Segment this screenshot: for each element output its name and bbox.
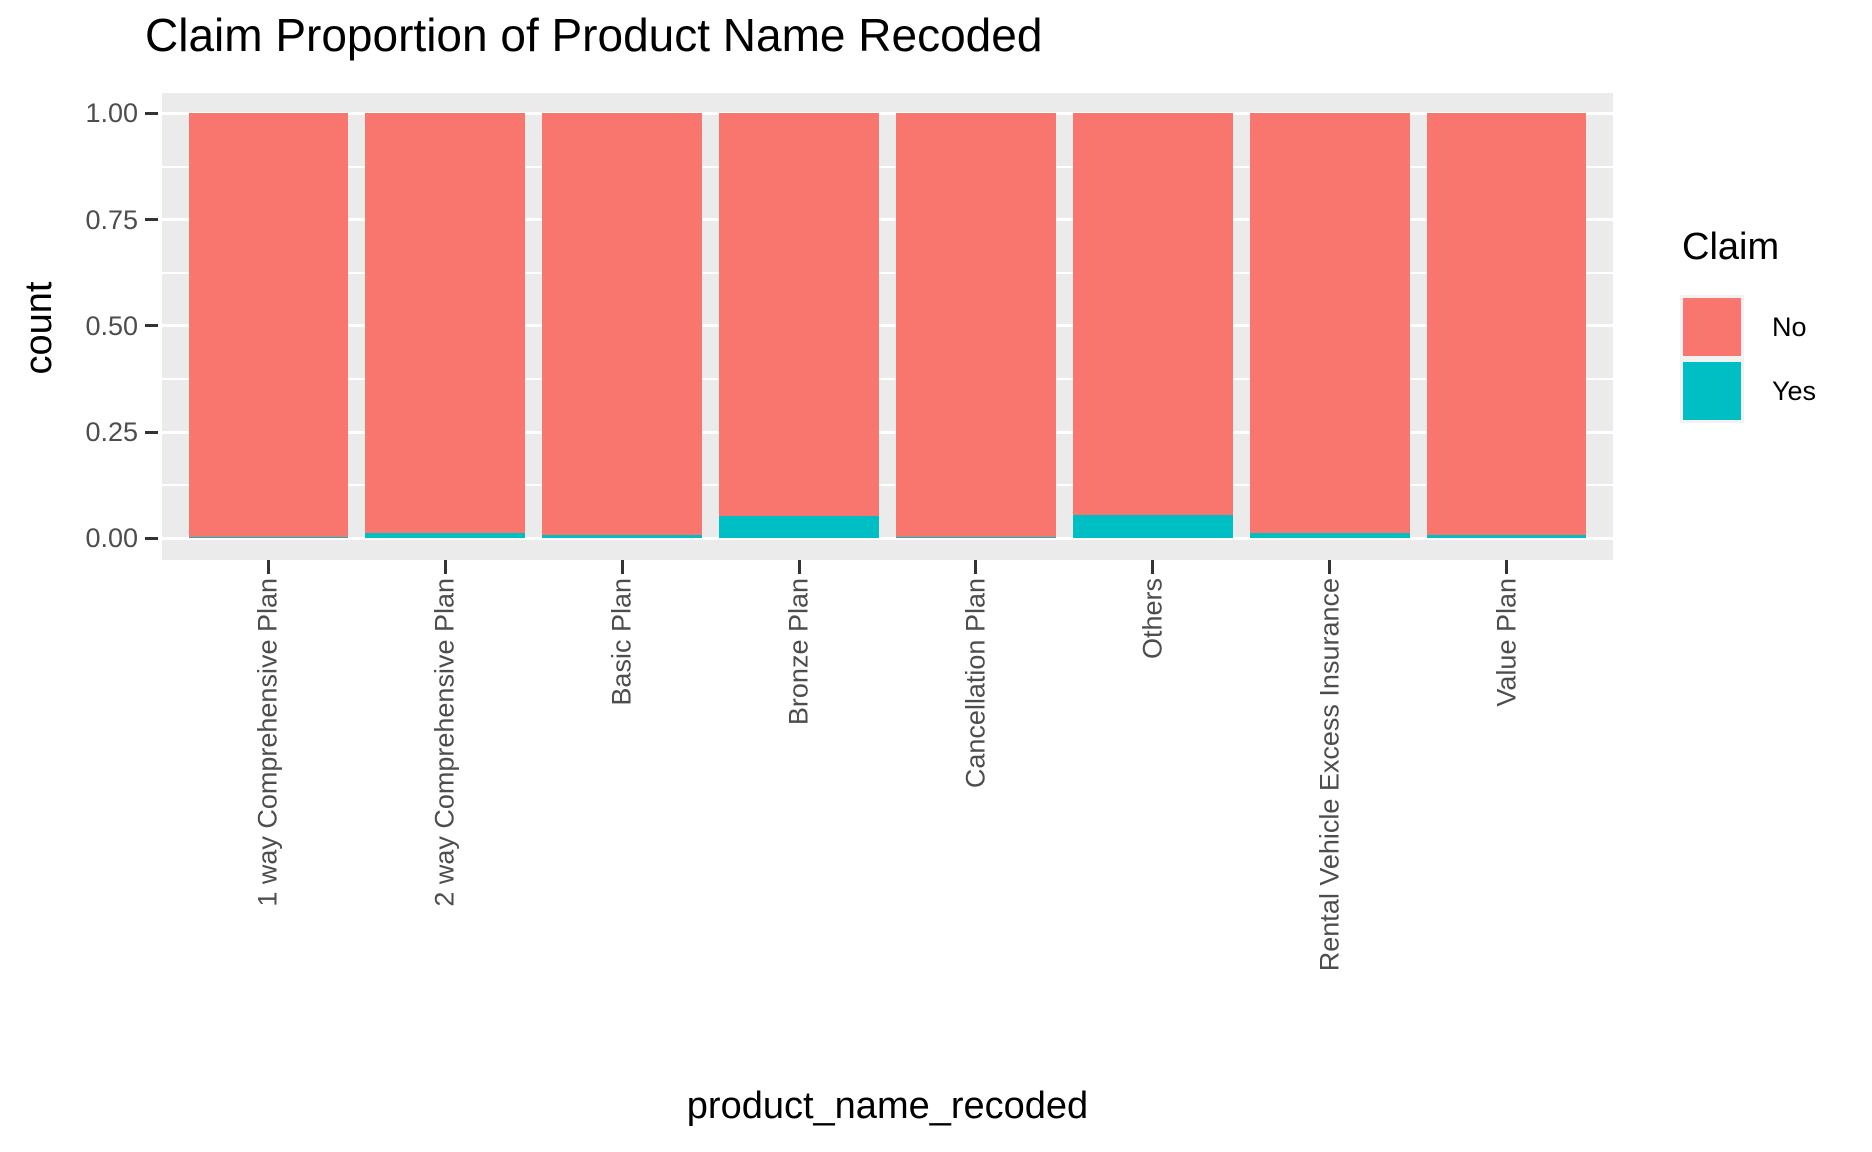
x-tick-mark xyxy=(266,560,270,574)
x-tick-label: Others xyxy=(1137,578,1168,660)
y-tick-label: 1.00 xyxy=(85,98,138,129)
gridline-major xyxy=(162,430,1613,434)
bar-value-plan xyxy=(1427,113,1587,539)
legend-title: Claim xyxy=(1682,226,1780,268)
plot-panel xyxy=(162,93,1613,560)
gridline-minor xyxy=(162,165,1613,168)
bar-segment-no xyxy=(1250,113,1410,534)
bar-basic-plan xyxy=(542,113,702,539)
legend-entry-yes: Yes xyxy=(1680,359,1816,423)
x-axis-title: product_name_recoded xyxy=(686,1085,1089,1127)
y-tick-label: 0.50 xyxy=(85,310,138,341)
bar-segment-yes xyxy=(896,537,1056,539)
gridline-minor xyxy=(162,378,1613,381)
bar-cancellation-plan xyxy=(896,113,1056,539)
bar-segment-no xyxy=(365,113,525,534)
chart-title: Claim Proportion of Product Name Recoded xyxy=(145,9,1043,61)
gridline-minor xyxy=(162,271,1613,274)
y-tick-label: 0.25 xyxy=(85,417,138,448)
x-tick-mark xyxy=(797,560,801,574)
y-tick-mark xyxy=(145,430,158,434)
x-tick-mark xyxy=(1505,560,1509,574)
y-tick-mark xyxy=(145,536,158,540)
x-tick-label: Basic Plan xyxy=(606,578,637,706)
x-tick-label: 2 way Comprehensive Plan xyxy=(429,578,460,907)
bar-segment-yes xyxy=(365,533,525,539)
y-tick-label: 0.00 xyxy=(85,523,138,554)
x-tick-mark xyxy=(1151,560,1155,574)
bar-segment-no xyxy=(1427,113,1587,535)
bar-segment-yes xyxy=(719,516,879,539)
bar-2-way-comprehensive-plan xyxy=(365,113,525,539)
bar-segment-yes xyxy=(542,535,702,539)
y-tick-mark xyxy=(145,111,158,115)
y-tick-mark xyxy=(145,218,158,222)
x-tick-mark xyxy=(443,560,447,574)
bar-segment-no xyxy=(719,113,879,517)
legend-label: No xyxy=(1772,311,1807,342)
bar-segment-no xyxy=(188,113,348,538)
x-tick-label: 1 way Comprehensive Plan xyxy=(252,578,283,907)
bar-segment-no xyxy=(896,113,1056,538)
bar-segment-yes xyxy=(1073,515,1233,539)
x-tick-label: Value Plan xyxy=(1491,578,1522,707)
x-tick-mark xyxy=(1328,560,1332,574)
bar-1-way-comprehensive-plan xyxy=(188,113,348,539)
gridline-minor xyxy=(162,484,1613,487)
y-tick-label: 0.75 xyxy=(85,204,138,235)
gridline-major xyxy=(162,111,1613,115)
bar-others xyxy=(1073,113,1233,539)
x-tick-label: Cancellation Plan xyxy=(960,578,991,789)
bar-segment-yes xyxy=(1427,534,1587,539)
legend-keys: No Yes xyxy=(1680,295,1816,423)
bar-segment-yes xyxy=(188,537,348,539)
bar-segment-no xyxy=(542,113,702,536)
bar-segment-no xyxy=(1073,113,1233,516)
legend-key-swatch-no xyxy=(1680,295,1744,359)
legend-label: Yes xyxy=(1772,375,1817,406)
legend-entry-no: No xyxy=(1680,295,1816,359)
x-tick-label: Bronze Plan xyxy=(783,578,814,726)
legend-key-swatch-yes xyxy=(1680,359,1744,423)
gridline-major xyxy=(162,218,1613,222)
bar-bronze-plan xyxy=(719,113,879,539)
x-tick-mark xyxy=(620,560,624,574)
bar-rental-vehicle-excess-insurance xyxy=(1250,113,1410,539)
gridline-major xyxy=(162,324,1613,328)
gridline-major xyxy=(162,536,1613,540)
x-tick-mark xyxy=(974,560,978,574)
y-tick-mark xyxy=(145,324,158,328)
legend: Claim No Yes xyxy=(1680,226,1816,423)
x-tick-label: Rental Vehicle Excess Insurance xyxy=(1314,578,1345,972)
bar-segment-yes xyxy=(1250,533,1410,539)
